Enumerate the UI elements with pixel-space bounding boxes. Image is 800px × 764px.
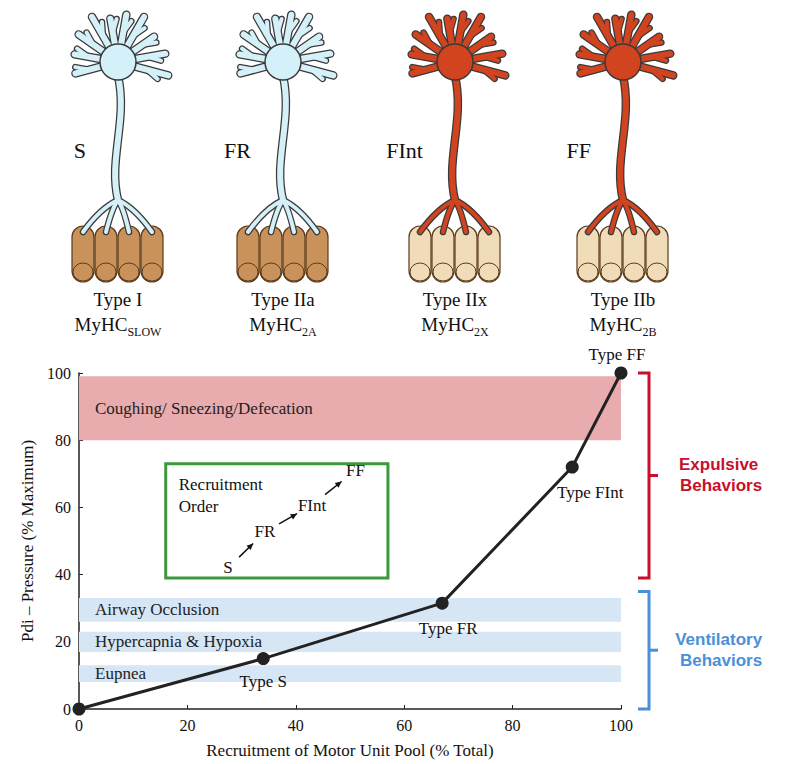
svg-text:Hypercapnia & Hypoxia: Hypercapnia & Hypoxia (95, 632, 263, 651)
svg-text:Pdi – Pressure (% Maximum): Pdi – Pressure (% Maximum) (18, 440, 37, 642)
svg-text:FR: FR (255, 522, 276, 541)
svg-text:Behaviors: Behaviors (680, 651, 762, 670)
svg-text:100: 100 (47, 365, 71, 382)
svg-text:Order: Order (179, 497, 219, 516)
svg-text:Eupnea: Eupnea (95, 664, 146, 683)
svg-text:20: 20 (55, 633, 71, 650)
svg-text:FF: FF (567, 138, 591, 163)
svg-text:Coughing/ Sneezing/Defecation: Coughing/ Sneezing/Defecation (95, 399, 313, 418)
svg-text:MyHC2A: MyHC2A (249, 314, 317, 339)
svg-text:Recruitment: Recruitment (179, 475, 267, 494)
svg-text:Type I: Type I (94, 289, 143, 310)
svg-text:Ventilatory: Ventilatory (675, 630, 767, 649)
svg-text:Type FR: Type FR (419, 619, 478, 638)
svg-text:Type FInt: Type FInt (557, 483, 624, 502)
svg-text:MyHCSLOW: MyHCSLOW (75, 314, 162, 339)
svg-text:MyHC2X: MyHC2X (421, 314, 489, 339)
svg-text:60: 60 (55, 499, 71, 516)
svg-text:80: 80 (505, 717, 521, 734)
svg-text:100: 100 (609, 717, 633, 734)
svg-text:Airway Occlusion: Airway Occlusion (95, 600, 220, 619)
svg-text:0: 0 (75, 717, 83, 734)
svg-text:S: S (74, 138, 86, 163)
svg-text:Type FF: Type FF (589, 345, 646, 364)
svg-text:FInt: FInt (298, 496, 327, 515)
svg-text:40: 40 (55, 566, 71, 583)
svg-text:Type S: Type S (240, 672, 287, 691)
svg-text:FR: FR (224, 138, 251, 163)
svg-text:60: 60 (396, 717, 412, 734)
svg-text:Type IIx: Type IIx (423, 289, 488, 310)
svg-text:S: S (223, 558, 232, 577)
svg-text:80: 80 (55, 432, 71, 449)
svg-text:20: 20 (179, 717, 195, 734)
svg-text:40: 40 (288, 717, 304, 734)
svg-text:Recruitment of Motor Unit Pool: Recruitment of Motor Unit Pool (% Total) (206, 741, 493, 760)
svg-text:FInt: FInt (386, 138, 423, 163)
svg-text:Type IIb: Type IIb (591, 289, 656, 310)
svg-text:Behaviors: Behaviors (680, 476, 762, 495)
svg-text:0: 0 (63, 701, 71, 718)
svg-text:Expulsive: Expulsive (679, 455, 763, 474)
svg-text:MyHC2B: MyHC2B (590, 314, 657, 339)
svg-text:Type IIa: Type IIa (251, 289, 315, 310)
svg-text:FF: FF (346, 461, 365, 480)
